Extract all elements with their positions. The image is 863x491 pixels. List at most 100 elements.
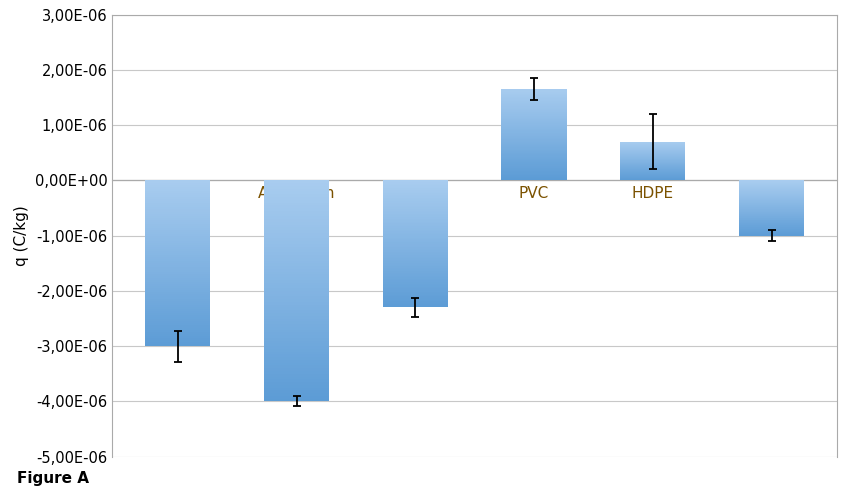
Bar [739,203,804,204]
Bar [382,306,448,307]
Bar [264,197,329,200]
Bar [382,212,448,214]
Bar [501,155,567,157]
Bar [501,103,567,104]
Bar [145,329,211,331]
Bar [382,293,448,295]
Bar [501,149,567,150]
Bar [264,371,329,374]
Bar [264,355,329,357]
Bar [145,193,211,195]
Y-axis label: q (C/kg): q (C/kg) [14,205,29,266]
Bar [145,297,211,299]
Bar [264,324,329,327]
Bar [382,199,448,201]
Bar [264,302,329,305]
Bar [264,230,329,233]
Bar [739,214,804,215]
Bar [382,193,448,195]
Bar [382,292,448,293]
Bar [501,167,567,168]
Bar [264,283,329,285]
Bar [382,260,448,261]
Bar [145,278,211,280]
Bar [145,313,211,315]
Bar [145,181,211,183]
Bar [264,343,329,346]
Bar [382,217,448,218]
Bar [501,143,567,144]
Bar [739,212,804,213]
Bar [382,290,448,292]
Bar [145,222,211,224]
Bar [739,196,804,197]
Bar [501,104,567,105]
Bar [382,298,448,300]
Bar [264,310,329,313]
Bar [739,223,804,224]
Bar [264,316,329,319]
Bar [264,346,329,349]
Bar [264,363,329,365]
Bar [264,269,329,272]
Bar [145,292,211,295]
Bar [501,169,567,170]
Bar [382,196,448,198]
Bar [145,276,211,278]
Bar [501,122,567,123]
Bar [264,382,329,385]
Bar [501,90,567,92]
Bar [145,272,211,273]
Bar [145,324,211,326]
Bar [382,225,448,226]
Bar [501,109,567,110]
Bar [501,92,567,93]
Bar [264,225,329,227]
Bar [264,249,329,252]
Bar [145,336,211,338]
Bar [264,349,329,352]
Bar [264,374,329,377]
Bar [739,233,804,234]
Bar [501,151,567,152]
Bar [739,231,804,232]
Bar [739,183,804,184]
Bar [264,274,329,277]
Bar [501,142,567,143]
Bar [382,198,448,199]
Bar [382,250,448,252]
Bar [145,299,211,300]
Bar [145,263,211,265]
Bar [382,249,448,250]
Bar [264,181,329,183]
Bar [739,197,804,198]
Bar [501,130,567,132]
Bar [145,216,211,218]
Bar [501,112,567,113]
Bar [264,338,329,341]
Bar [382,220,448,222]
Bar [382,195,448,196]
Bar [501,94,567,95]
Bar [145,317,211,319]
Bar [264,186,329,189]
Bar [382,301,448,303]
Bar [145,245,211,247]
Bar [501,134,567,135]
Bar [264,233,329,236]
Bar [264,288,329,291]
Bar [264,247,329,249]
Bar [501,144,567,145]
Bar [382,207,448,209]
Bar [382,274,448,276]
Bar [264,368,329,371]
Bar [145,257,211,259]
Bar [264,203,329,205]
Bar [382,241,448,243]
Bar [501,111,567,112]
Bar [739,224,804,225]
Bar [382,230,448,231]
Bar [382,238,448,239]
Bar [145,327,211,329]
Bar [145,247,211,249]
